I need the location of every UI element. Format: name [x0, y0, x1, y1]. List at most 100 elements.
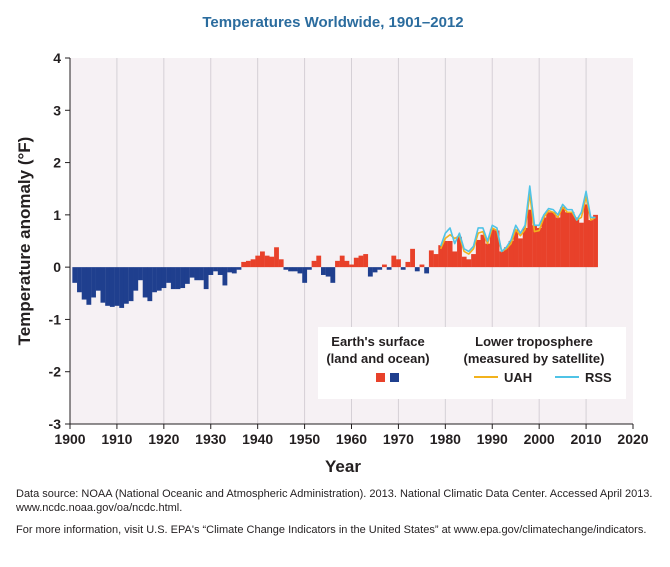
- bar-2001: [541, 217, 547, 268]
- bar-1946: [283, 267, 289, 270]
- bar-2004: [555, 217, 561, 268]
- bar-1952: [311, 260, 317, 268]
- legend-swatch-positive: [376, 373, 385, 382]
- bar-1984: [461, 256, 467, 268]
- legend-box: [318, 327, 626, 399]
- temperature-chart: Temperatures Worldwide, 1901–2012 -3 -2 -1…: [15, 14, 649, 476]
- surface-bars: [72, 204, 598, 308]
- y-tick-label-1: 1: [53, 207, 61, 223]
- bar-2003: [550, 212, 556, 268]
- bar-2005: [560, 207, 566, 268]
- bar-1902: [77, 267, 82, 293]
- bar-1911: [119, 267, 125, 308]
- legend-satellite-line2: (measured by satellite): [464, 351, 605, 366]
- legend-uah-label: UAH: [504, 370, 532, 385]
- bar-1978: [433, 254, 439, 268]
- x-tick-label-2020: 2020: [617, 431, 648, 447]
- bar-1917: [147, 267, 153, 302]
- bar-2011: [588, 220, 594, 268]
- bar-1986: [471, 254, 476, 268]
- bar-1924: [180, 267, 186, 289]
- bar-1971: [400, 267, 406, 270]
- bar-1905: [91, 267, 96, 298]
- uah-line: [439, 193, 596, 255]
- bar-1974: [414, 267, 420, 272]
- bar-1983: [457, 236, 462, 268]
- bar-1985: [466, 259, 472, 268]
- bar-1956: [330, 267, 336, 283]
- x-tick-label-1940: 1940: [242, 431, 273, 447]
- bar-1987: [475, 239, 481, 268]
- x-tick-label-1980: 1980: [430, 431, 461, 447]
- bar-1981: [447, 241, 453, 268]
- bar-1932: [217, 267, 223, 275]
- bar-1941: [260, 251, 265, 268]
- bar-1904: [86, 267, 92, 305]
- bar-1921: [166, 267, 172, 283]
- more-info-note: For more information, visit U.S. EPA's “…: [16, 524, 647, 536]
- x-tick-label-1990: 1990: [477, 431, 508, 447]
- bar-1992: [499, 251, 505, 268]
- bar-1923: [175, 267, 181, 290]
- chart-title: Temperatures Worldwide, 1901–2012: [202, 14, 463, 31]
- x-tick-labels: 1900 1910 1920 1930 1940 1950 1960 1970 1980 1990…: [54, 431, 648, 447]
- bar-1975: [419, 264, 425, 268]
- bar-1918: [152, 267, 157, 293]
- bar-1996: [518, 238, 523, 268]
- bar-1945: [278, 259, 284, 268]
- data-source-note: Data source: NOAA (National Oceanic and …: [16, 488, 653, 514]
- x-axis-label: Year: [325, 457, 361, 476]
- bar-1910: [114, 267, 120, 306]
- bar-1968: [386, 267, 392, 270]
- bar-1907: [100, 267, 106, 303]
- x-tick-label-1950: 1950: [289, 431, 320, 447]
- bar-1948: [292, 267, 298, 272]
- y-tick-label-4: 4: [53, 50, 61, 66]
- axes: [65, 57, 634, 429]
- bar-1953: [316, 255, 322, 268]
- bar-2009: [579, 222, 584, 268]
- x-tick-label-1920: 1920: [148, 431, 179, 447]
- bar-1976: [424, 267, 430, 274]
- y-tick-label-2: 2: [53, 155, 61, 171]
- legend-surface-line2: (land and ocean): [326, 351, 429, 366]
- legend-rss-label: RSS: [585, 370, 612, 385]
- bar-1982: [452, 251, 458, 268]
- bar-1936: [236, 267, 242, 270]
- bar-1942: [264, 255, 270, 268]
- bar-1915: [138, 267, 143, 281]
- y-tick-label--2: -2: [49, 364, 62, 380]
- bar-1988: [480, 234, 486, 268]
- legend-satellite-line1: Lower troposphere: [475, 334, 593, 349]
- x-tick-label-1960: 1960: [336, 431, 367, 447]
- bar-1990: [489, 229, 495, 268]
- bar-1967: [382, 264, 387, 268]
- bar-1926: [189, 267, 195, 278]
- bar-1997: [522, 227, 528, 268]
- y-axis-label: Temperature anomaly (°F): [15, 137, 34, 346]
- bar-1979: [438, 245, 444, 268]
- bar-1970: [396, 259, 401, 268]
- bar-1949: [297, 267, 303, 274]
- bar-1931: [213, 267, 218, 272]
- bar-1939: [250, 259, 256, 268]
- bar-1916: [142, 267, 148, 298]
- bar-1903: [81, 267, 87, 300]
- bar-1913: [128, 267, 134, 302]
- bar-1998: [527, 209, 533, 268]
- bar-2010: [583, 204, 589, 268]
- legend-swatch-negative: [390, 373, 399, 382]
- y-tick-label-3: 3: [53, 102, 61, 118]
- bar-1951: [306, 267, 312, 270]
- y-tick-label-0: 0: [53, 259, 61, 275]
- bar-1909: [109, 267, 115, 307]
- rss-line: [439, 185, 596, 253]
- bar-1989: [485, 243, 491, 268]
- bar-1925: [184, 267, 190, 284]
- bar-2006: [564, 212, 570, 268]
- bar-1954: [321, 267, 326, 275]
- y-tick-label--1: -1: [49, 311, 62, 327]
- bar-1961: [353, 257, 359, 268]
- bar-1920: [161, 267, 167, 289]
- x-tick-label-2010: 2010: [571, 431, 602, 447]
